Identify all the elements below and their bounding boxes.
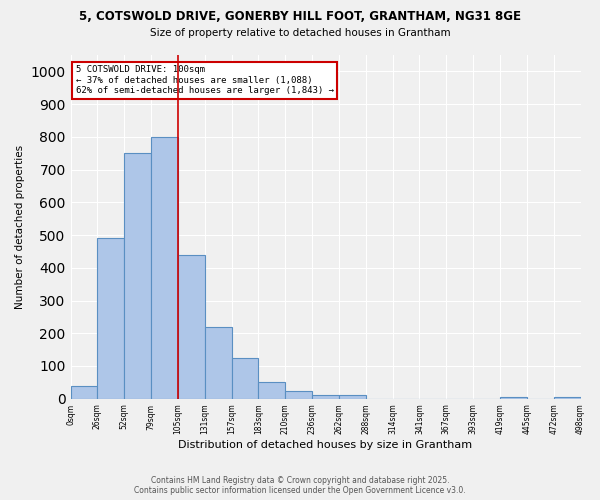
Bar [97, 238, 124, 398]
Text: Contains HM Land Registry data © Crown copyright and database right 2025.
Contai: Contains HM Land Registry data © Crown c… [134, 476, 466, 495]
Bar [285, 390, 312, 398]
Text: 5 COTSWOLD DRIVE: 100sqm
← 37% of detached houses are smaller (1,088)
62% of sem: 5 COTSWOLD DRIVE: 100sqm ← 37% of detach… [76, 66, 334, 95]
Text: Size of property relative to detached houses in Grantham: Size of property relative to detached ho… [149, 28, 451, 38]
X-axis label: Distribution of detached houses by size in Grantham: Distribution of detached houses by size … [178, 440, 473, 450]
Bar [178, 254, 205, 398]
Bar [232, 358, 259, 399]
Bar [124, 153, 151, 398]
Bar [554, 397, 581, 398]
Bar [205, 326, 232, 398]
Bar [312, 396, 339, 398]
Bar [339, 396, 366, 398]
Bar [500, 397, 527, 398]
Y-axis label: Number of detached properties: Number of detached properties [15, 145, 25, 309]
Bar [259, 382, 285, 398]
Bar [71, 386, 97, 398]
Bar [151, 137, 178, 398]
Text: 5, COTSWOLD DRIVE, GONERBY HILL FOOT, GRANTHAM, NG31 8GE: 5, COTSWOLD DRIVE, GONERBY HILL FOOT, GR… [79, 10, 521, 23]
